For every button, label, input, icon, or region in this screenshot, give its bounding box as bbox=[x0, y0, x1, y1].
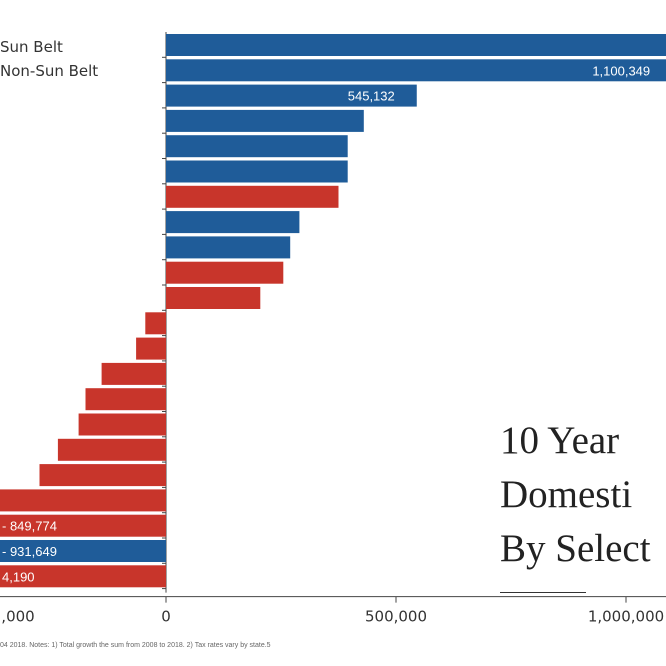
bar bbox=[145, 312, 166, 335]
legend-sun-belt: Sun Belt bbox=[0, 38, 63, 56]
legend-non-sun-belt: Non-Sun Belt bbox=[0, 62, 99, 80]
bar bbox=[166, 109, 364, 132]
title-line-3: By Select bbox=[500, 527, 651, 570]
x-tick-label: ,000 bbox=[1, 608, 34, 626]
bar-value-label: 545,132 bbox=[348, 89, 395, 104]
bar bbox=[57, 438, 166, 461]
bar bbox=[166, 135, 348, 158]
bar-value-label: 1,100,349 bbox=[592, 63, 650, 78]
bar bbox=[101, 362, 166, 385]
footnote: 04 2018. Notes: 1) Total growth the sum … bbox=[0, 642, 271, 649]
bar bbox=[0, 514, 166, 537]
bar bbox=[166, 261, 284, 284]
bar bbox=[166, 287, 261, 309]
title-underline bbox=[500, 592, 586, 593]
bar bbox=[166, 34, 666, 56]
bar bbox=[39, 464, 166, 487]
bar bbox=[136, 337, 166, 360]
bar bbox=[85, 388, 166, 411]
bar bbox=[0, 540, 166, 562]
bar bbox=[78, 413, 166, 436]
x-tick-label: 500,000 bbox=[365, 608, 427, 626]
bar bbox=[166, 59, 666, 82]
title-line-2: Domesti bbox=[500, 473, 633, 516]
bar bbox=[0, 565, 166, 588]
x-tick-label: 1,000,000 bbox=[588, 608, 664, 626]
bar bbox=[166, 211, 300, 234]
bar bbox=[166, 185, 339, 208]
bar bbox=[0, 489, 167, 512]
bar-value-label: - 849,774 bbox=[2, 519, 57, 534]
bar bbox=[166, 84, 417, 107]
bar bbox=[166, 236, 291, 259]
title-line-1: 10 Year bbox=[500, 419, 620, 462]
bar-value-label: 4,190 bbox=[2, 569, 35, 584]
bar bbox=[166, 160, 348, 183]
x-tick-label: 0 bbox=[161, 608, 171, 626]
bar-value-label: - 931,649 bbox=[2, 544, 57, 559]
